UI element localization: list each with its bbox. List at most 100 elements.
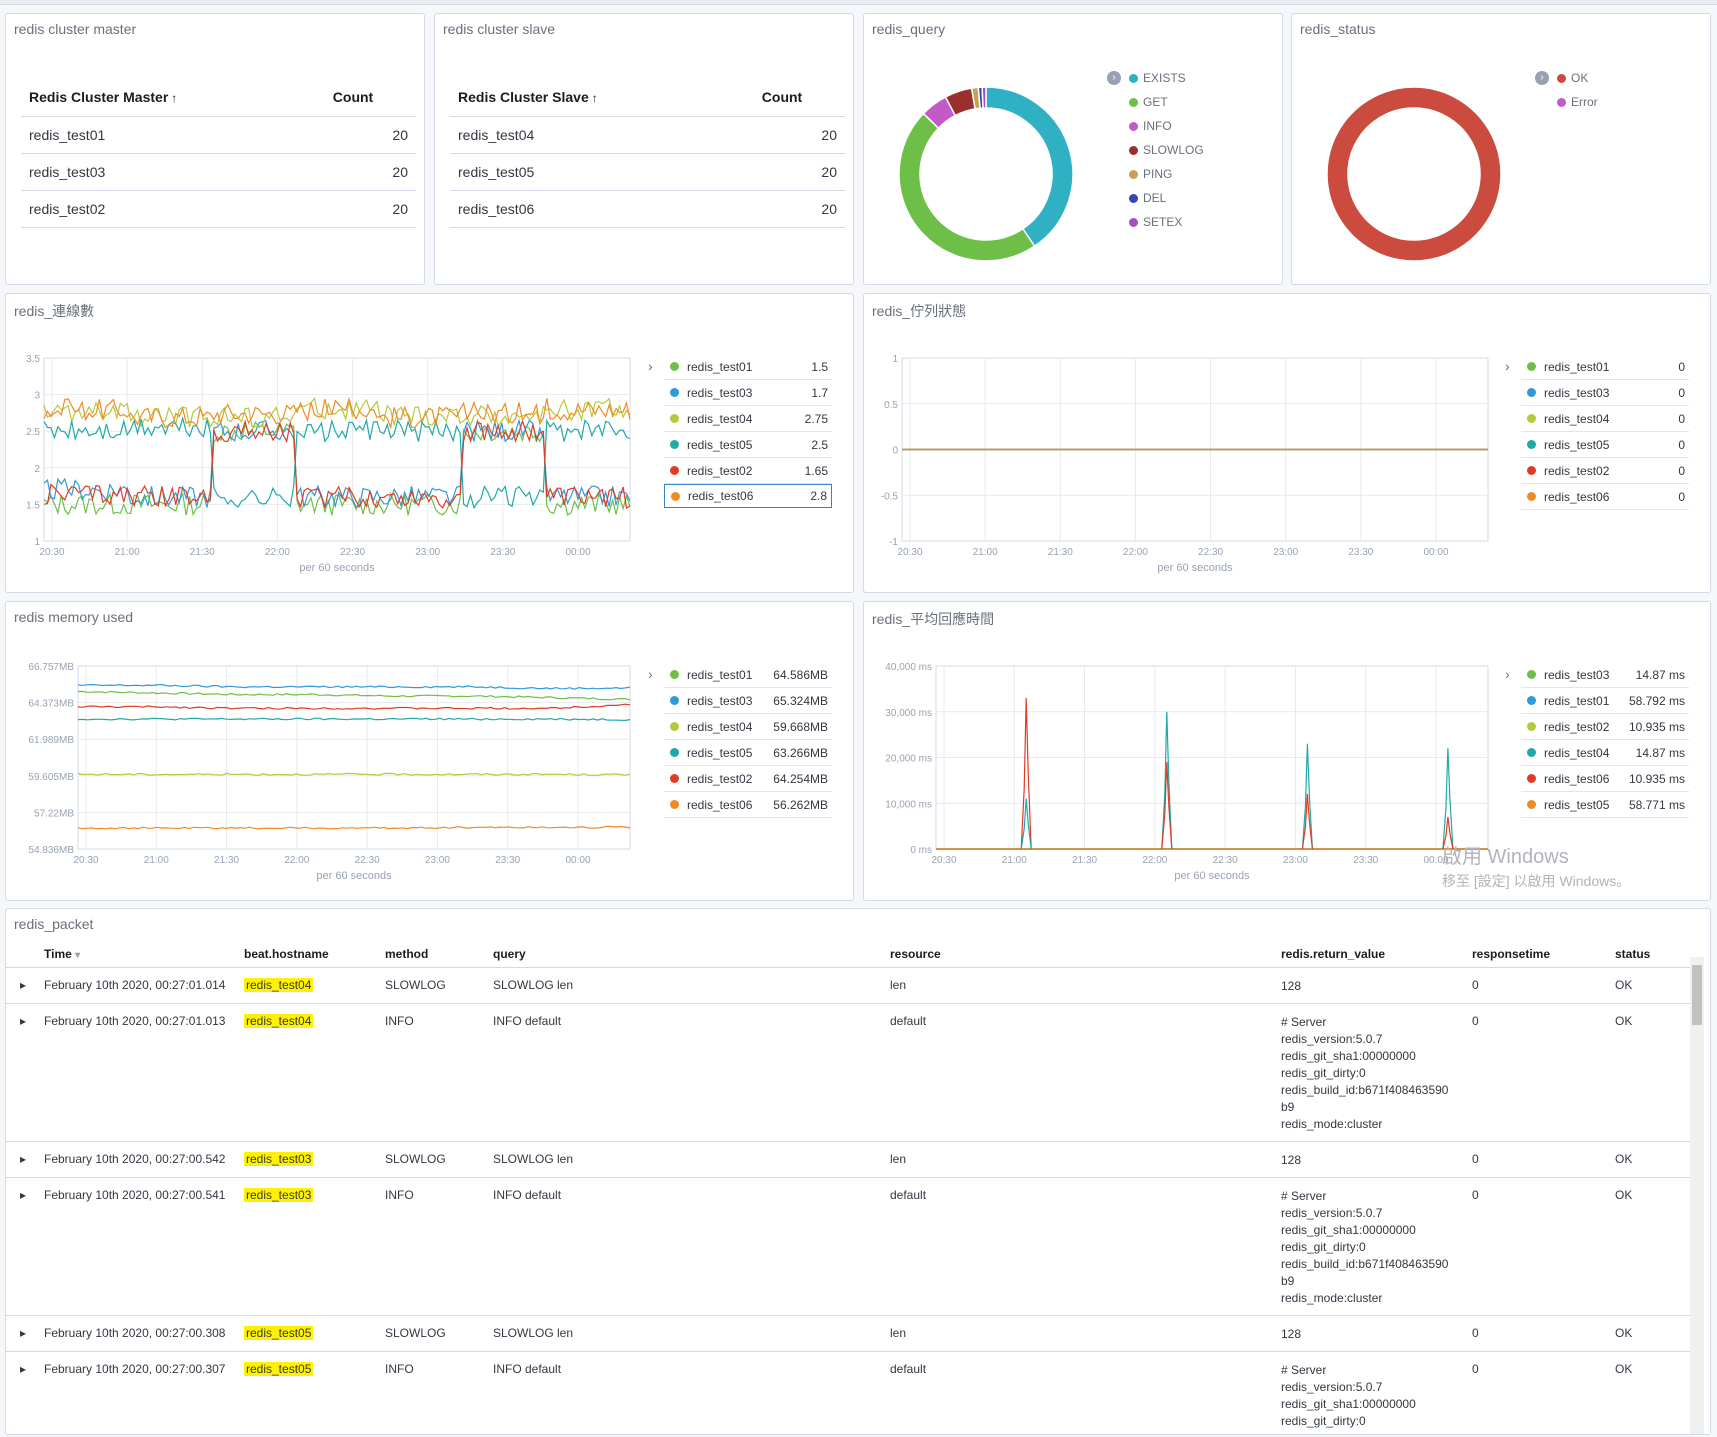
legend-item-exists[interactable]: › EXISTS <box>1107 66 1204 90</box>
series-line-redis_test01[interactable] <box>77 690 631 701</box>
column-header-time[interactable]: Time ▾ <box>40 941 240 968</box>
legend-item-error[interactable]: ›Error <box>1535 90 1598 114</box>
legend-item-redis_test05[interactable]: redis_test05 0 <box>1521 432 1689 458</box>
sort-down-icon[interactable]: ▾ <box>75 950 81 961</box>
column-header-query[interactable]: query <box>489 941 886 968</box>
series-line-redis_test06-spike[interactable] <box>1442 816 1454 850</box>
donut-slice-setex[interactable] <box>981 86 987 109</box>
column-header-count[interactable]: Count <box>290 78 416 117</box>
series-line-redis_test06-spike[interactable] <box>1301 794 1313 850</box>
queue-line-chart[interactable]: -1 -0.5 0 0.5 1 20:30 21:00 21:30 22:00 22:30 23:0… <box>864 294 1504 584</box>
legend-item-del[interactable]: ›DEL <box>1107 186 1204 210</box>
series-line-redis_test03[interactable] <box>77 683 631 690</box>
sort-up-icon[interactable]: ↑ <box>591 91 598 105</box>
legend-series-name: redis_test01 <box>1544 359 1610 374</box>
legend-item-redis_test04[interactable]: redis_test04 2.75 <box>664 406 832 432</box>
column-header-responsetime[interactable]: responsetime <box>1468 941 1611 968</box>
expand-row-icon[interactable]: ▸ <box>6 967 40 1004</box>
status-donut-chart[interactable] <box>1314 74 1514 274</box>
legend-item-redis_test05[interactable]: redis_test05 58.771 ms <box>1521 792 1689 818</box>
series-line-redis_test05[interactable] <box>43 416 631 510</box>
series-line-redis_test02[interactable] <box>43 419 631 509</box>
legend-item-redis_test01[interactable]: redis_test01 0 <box>1521 354 1689 380</box>
column-header-status[interactable]: status <box>1611 941 1701 968</box>
column-header-resource[interactable]: resource <box>886 941 1277 968</box>
connections-line-chart[interactable]: 1 1.5 2 2.5 3 3.5 20:30 21:00 21:30 22:00 22:30 23:… <box>6 294 646 584</box>
legend-item-redis_test03[interactable]: redis_test03 65.324MB <box>664 688 832 714</box>
table-row[interactable]: ▸ February 10th 2020, 00:27:00.542 redis_t… <box>6 1141 1701 1178</box>
series-line-redis_test04[interactable] <box>77 772 631 776</box>
table-row[interactable]: ▸ February 10th 2020, 00:27:01.013 redis_t… <box>6 1003 1701 1142</box>
table-row[interactable]: ▸ February 10th 2020, 00:27:00.541 redis_t… <box>6 1177 1701 1316</box>
series-line-redis_test06[interactable] <box>77 825 631 830</box>
query-donut-chart[interactable] <box>886 74 1086 274</box>
legend-item-redis_test03[interactable]: redis_test03 1.7 <box>664 380 832 406</box>
scrollbar-thumb[interactable] <box>1692 965 1702 1025</box>
legend-item-setex[interactable]: ›SETEX <box>1107 210 1204 234</box>
series-line-redis_test04[interactable] <box>43 397 631 429</box>
legend-item-redis_test02[interactable]: redis_test02 0 <box>1521 458 1689 484</box>
legend-item-redis_test02[interactable]: redis_test02 1.65 <box>664 458 832 484</box>
legend-item-redis_test02[interactable]: redis_test02 64.254MB <box>664 766 832 792</box>
column-header-hostname[interactable]: beat.hostname <box>240 941 381 968</box>
column-header-count[interactable]: Count <box>719 78 845 117</box>
legend-toggle-icon[interactable]: › <box>648 358 653 374</box>
legend-item-ok[interactable]: › OK <box>1535 66 1598 90</box>
legend-item-ping[interactable]: ›PING <box>1107 162 1204 186</box>
expand-row-icon[interactable]: ▸ <box>6 1177 40 1316</box>
series-line-redis_test04-spike[interactable] <box>1161 711 1173 850</box>
latency-line-chart[interactable]: 0 ms 10,000 ms 20,000 ms 30,000 ms 40,000 ms… <box>864 602 1504 892</box>
column-header-slave[interactable]: Redis Cluster Slave ↑ <box>450 78 719 117</box>
expand-row-icon[interactable]: ▸ <box>6 1003 40 1142</box>
legend-item-redis_test05[interactable]: redis_test05 2.5 <box>664 432 832 458</box>
donut-slice-get[interactable] <box>898 112 1036 262</box>
memory-line-chart[interactable]: 54.836MB 57.22MB 59.605MB 61.989MB 64.373MB 6… <box>6 602 646 892</box>
column-header-method[interactable]: method <box>381 941 489 968</box>
legend-item-redis_test05[interactable]: redis_test05 63.266MB <box>664 740 832 766</box>
legend-toggle-icon[interactable]: › <box>1535 71 1549 85</box>
legend-item-redis_test01[interactable]: redis_test01 1.5 <box>664 354 832 380</box>
legend-item-redis_test03[interactable]: redis_test03 0 <box>1521 380 1689 406</box>
series-line-redis_test01[interactable] <box>43 420 631 517</box>
column-header-return-value[interactable]: redis.return_value <box>1277 941 1468 968</box>
series-line-redis_test04-spike[interactable] <box>1020 798 1032 850</box>
legend-item-redis_test06[interactable]: redis_test06 10.935 ms <box>1521 766 1689 792</box>
legend-item-get[interactable]: ›GET <box>1107 90 1204 114</box>
series-line-redis_test02[interactable] <box>77 703 631 710</box>
legend-item-redis_test01[interactable]: redis_test01 64.586MB <box>664 662 832 688</box>
donut-slice-exists[interactable] <box>985 86 1074 248</box>
series-line-redis_test04-spike[interactable] <box>1301 743 1313 850</box>
series-line-redis_test06-spike[interactable] <box>1020 697 1032 850</box>
legend-toggle-icon[interactable]: › <box>1505 358 1510 374</box>
table-row[interactable]: ▸ February 10th 2020, 00:27:00.307 redis_t… <box>6 1351 1701 1434</box>
legend-item-slowlog[interactable]: ›SLOWLOG <box>1107 138 1204 162</box>
legend-item-redis_test04[interactable]: redis_test04 14.87 ms <box>1521 740 1689 766</box>
expand-row-icon[interactable]: ▸ <box>6 1351 40 1434</box>
series-line-redis_test06-spike[interactable] <box>1161 762 1173 850</box>
legend-item-redis_test02[interactable]: redis_test02 10.935 ms <box>1521 714 1689 740</box>
legend-series-value: 56.262MB <box>773 797 828 812</box>
legend-item-redis_test06[interactable]: redis_test06 2.8 <box>664 484 832 508</box>
legend-item-redis_test03[interactable]: redis_test03 14.87 ms <box>1521 662 1689 688</box>
legend-item-redis_test06[interactable]: redis_test06 56.262MB <box>664 792 832 818</box>
legend-toggle-icon[interactable]: › <box>648 666 653 682</box>
table-row[interactable]: ▸ February 10th 2020, 00:27:00.308 redis_t… <box>6 1315 1701 1352</box>
sort-up-icon[interactable]: ↑ <box>171 91 178 105</box>
table-row[interactable]: ▸ February 10th 2020, 00:27:01.014 redis_t… <box>6 967 1701 1004</box>
legend-item-redis_test01[interactable]: redis_test01 58.792 ms <box>1521 688 1689 714</box>
expand-row-icon[interactable]: ▸ <box>6 1141 40 1178</box>
legend-item-info[interactable]: ›INFO <box>1107 114 1204 138</box>
legend-toggle-icon[interactable]: › <box>1505 666 1510 682</box>
series-line-redis_test06[interactable] <box>43 396 631 430</box>
series-line-redis_test03[interactable] <box>43 418 631 509</box>
series-line-redis_test05[interactable] <box>77 717 631 722</box>
series-line-redis_test04-spike[interactable] <box>1442 748 1454 850</box>
legend-toggle-icon[interactable]: › <box>1107 71 1121 85</box>
donut-slice-ok[interactable] <box>1326 86 1502 262</box>
scrollbar-track[interactable] <box>1690 957 1704 1434</box>
legend-item-redis_test04[interactable]: redis_test04 59.668MB <box>664 714 832 740</box>
legend-item-redis_test04[interactable]: redis_test04 0 <box>1521 406 1689 432</box>
legend-item-redis_test06[interactable]: redis_test06 0 <box>1521 484 1689 510</box>
expand-row-icon[interactable]: ▸ <box>6 1315 40 1352</box>
column-header-master[interactable]: Redis Cluster Master ↑ <box>21 78 290 117</box>
